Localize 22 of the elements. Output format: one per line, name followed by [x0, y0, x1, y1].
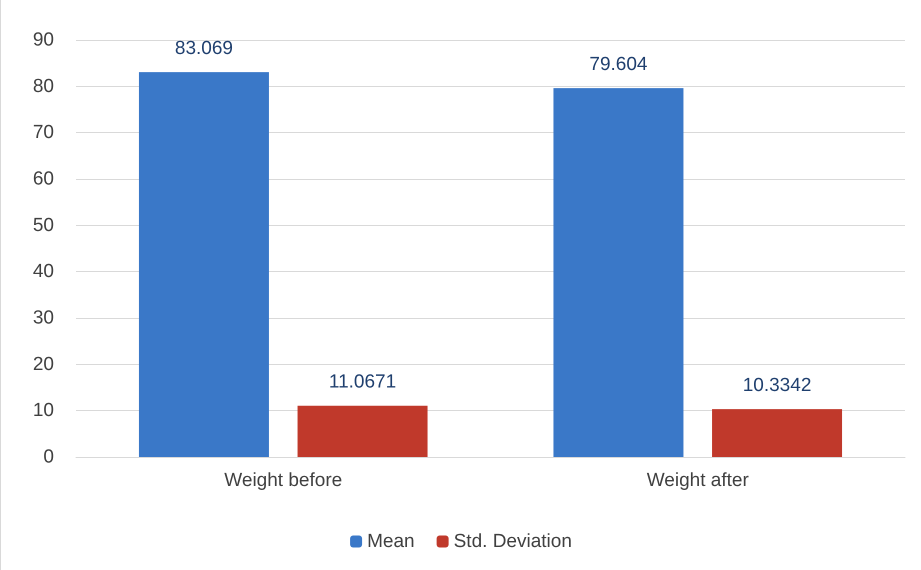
bar [298, 406, 428, 457]
data-label: 10.3342 [742, 375, 812, 396]
y-tick-label: 60 [32, 168, 54, 190]
data-label: 83.069 [174, 38, 234, 60]
y-tick-label: 40 [32, 261, 54, 282]
bar [712, 409, 842, 457]
legend-label: Std. Deviation [454, 531, 572, 552]
data-label: 11.0671 [328, 372, 396, 393]
y-tick-label: 50 [32, 214, 54, 236]
bar [138, 72, 269, 457]
y-tick-label: 80 [32, 76, 54, 97]
x-tick-label: Weight before [224, 470, 342, 491]
y-tick-label: 70 [32, 122, 54, 144]
bar [553, 88, 684, 457]
y-tick-label: 10 [32, 400, 54, 422]
y-tick-label: 30 [32, 308, 54, 328]
y-tick-label: 0 [43, 446, 54, 468]
legend-label: Mean [367, 531, 415, 552]
y-tick-label: 90 [32, 30, 54, 50]
data-label: 79.604 [589, 54, 648, 76]
x-tick-label: Weight after [646, 470, 750, 491]
y-tick-label: 20 [32, 354, 54, 375]
